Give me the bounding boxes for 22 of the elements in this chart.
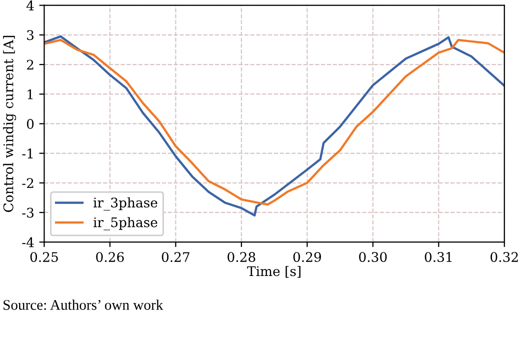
x-tick-label: 0.29 — [293, 252, 321, 262]
y-tick-label: 4 — [26, 0, 34, 10]
legend-label: ir_3phase — [93, 197, 158, 210]
y-tick-label: -4 — [22, 237, 34, 248]
x-axis-title: Time [s] — [247, 266, 300, 278]
x-tick-label: 0.25 — [30, 252, 58, 262]
x-tick-label: 0.31 — [424, 252, 452, 262]
y-tick-label: -2 — [22, 178, 34, 188]
source-note: Source: Authors’ own work — [4, 300, 164, 310]
x-tick-label: 0.26 — [96, 252, 124, 262]
x-tick-label: 0.27 — [162, 252, 190, 262]
x-tick-label: 0.30 — [359, 252, 387, 262]
x-tick-label: 0.28 — [228, 252, 256, 262]
y-tick-label: 1 — [28, 89, 33, 100]
y-tick-label: -3 — [22, 208, 34, 218]
y-tick-label: -1 — [22, 148, 33, 158]
legend-label: ir_5phase — [93, 217, 158, 230]
y-tick-label: 0 — [26, 118, 34, 129]
y-tick-label: 2 — [26, 60, 34, 70]
y-axis-title: Control windig current [A] — [3, 36, 16, 212]
y-tick-label: 3 — [27, 30, 34, 40]
x-tick-label: 0.32 — [490, 252, 518, 262]
